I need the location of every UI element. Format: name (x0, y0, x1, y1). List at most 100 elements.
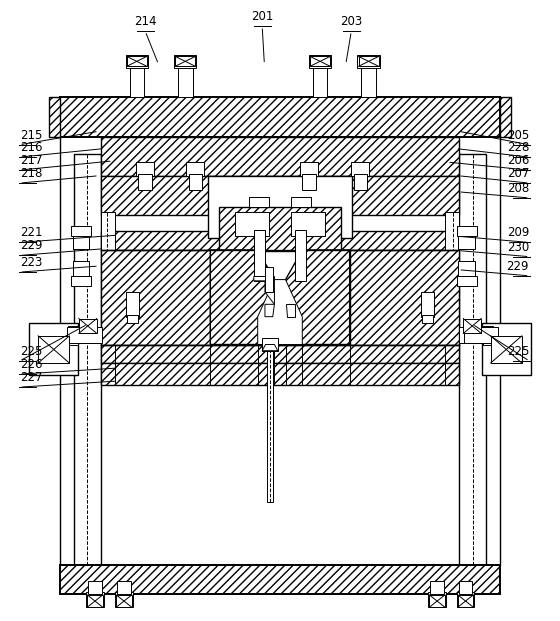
Bar (186, 162, 204, 176)
Bar (458, 233, 475, 248)
Text: 209: 209 (507, 227, 529, 240)
Bar (458, 261, 475, 276)
Bar (309, 55, 332, 68)
Bar (483, 326, 493, 345)
Bar (174, 55, 197, 68)
Bar (459, 581, 472, 594)
Bar (101, 212, 114, 345)
Polygon shape (101, 250, 211, 345)
Polygon shape (286, 304, 295, 317)
Polygon shape (258, 279, 302, 345)
Bar (310, 57, 330, 66)
Bar (313, 66, 328, 97)
Bar (265, 267, 273, 292)
Bar (235, 212, 269, 237)
Bar (49, 97, 60, 137)
Polygon shape (286, 250, 349, 345)
Bar (101, 345, 459, 363)
Bar (353, 174, 367, 190)
Bar (116, 595, 132, 607)
Bar (73, 233, 90, 248)
Bar (295, 230, 306, 281)
Bar (74, 327, 101, 343)
Text: 225: 225 (507, 345, 529, 358)
Bar (115, 592, 133, 607)
Bar (79, 319, 97, 333)
Polygon shape (349, 250, 459, 345)
Bar (60, 565, 500, 594)
Bar (249, 197, 269, 207)
Text: 226: 226 (20, 358, 42, 371)
Bar (101, 363, 459, 384)
Bar (302, 174, 316, 190)
Bar (446, 212, 459, 345)
Polygon shape (211, 250, 274, 345)
Bar (500, 97, 511, 137)
Text: 214: 214 (134, 15, 156, 28)
Polygon shape (254, 276, 274, 304)
Bar (101, 176, 459, 215)
Text: 217: 217 (20, 154, 42, 167)
Bar (86, 592, 104, 607)
Bar (428, 592, 446, 607)
Bar (491, 336, 522, 363)
Bar (127, 57, 147, 66)
Bar (300, 162, 318, 176)
Bar (456, 592, 474, 607)
Bar (358, 57, 379, 66)
Bar (456, 276, 477, 286)
Bar (101, 232, 459, 250)
Bar (431, 581, 444, 594)
Polygon shape (265, 304, 274, 317)
Bar (458, 595, 473, 607)
Bar (129, 66, 144, 97)
Text: 201: 201 (251, 10, 273, 23)
Text: 223: 223 (20, 256, 42, 269)
Bar (117, 581, 130, 594)
Bar (456, 227, 477, 237)
Bar (74, 154, 101, 565)
Text: 216: 216 (20, 141, 42, 154)
Bar (254, 230, 265, 281)
Bar (101, 137, 459, 176)
Bar (136, 162, 154, 176)
Bar (125, 55, 148, 68)
Bar (178, 66, 193, 97)
Text: 230: 230 (507, 240, 529, 253)
Text: 228: 228 (507, 141, 529, 154)
Text: 206: 206 (507, 154, 529, 167)
Bar (71, 276, 91, 286)
Bar (67, 327, 102, 343)
Bar (189, 174, 202, 190)
Bar (482, 323, 531, 376)
Bar (71, 227, 91, 237)
Bar (38, 336, 69, 363)
Bar (459, 327, 486, 343)
Bar (68, 326, 78, 345)
Bar (459, 154, 486, 565)
Bar (422, 315, 433, 323)
Polygon shape (262, 345, 278, 351)
Bar (430, 595, 445, 607)
Text: 225: 225 (20, 345, 42, 358)
Text: 203: 203 (340, 15, 362, 28)
Text: 215: 215 (20, 129, 42, 142)
Text: 208: 208 (507, 182, 529, 195)
Text: 221: 221 (20, 227, 42, 240)
Bar (361, 66, 376, 97)
Bar (463, 319, 481, 333)
Bar (87, 595, 103, 607)
Bar (88, 581, 102, 594)
Text: 229: 229 (507, 260, 529, 273)
Bar (219, 207, 341, 251)
Bar (29, 323, 78, 376)
Bar (138, 174, 152, 190)
Bar (127, 315, 138, 323)
Text: 205: 205 (507, 129, 529, 142)
Bar (175, 57, 195, 66)
Text: 207: 207 (507, 167, 529, 180)
Text: 227: 227 (20, 371, 42, 384)
Text: 229: 229 (20, 239, 42, 252)
Bar (60, 97, 500, 137)
Bar (125, 292, 139, 317)
